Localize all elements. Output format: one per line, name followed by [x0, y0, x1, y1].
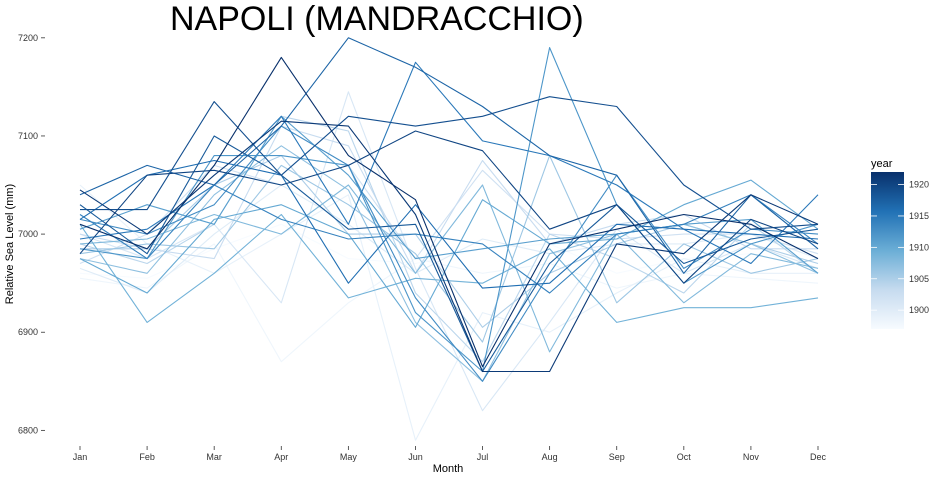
series-line-1913 [79, 125, 819, 382]
series-line-1904 [79, 115, 819, 363]
legend-tick-label: 1920 [909, 180, 929, 190]
series-line-1903 [79, 125, 818, 274]
x-tick-label: Jul [477, 452, 489, 462]
series-line-1915 [79, 61, 819, 265]
series-line-1909 [79, 213, 819, 323]
series-line-1906 [79, 155, 819, 343]
y-tick-label: 6900 [18, 327, 38, 337]
series-lines [79, 37, 819, 441]
y-tick-label: 7200 [18, 33, 38, 43]
legend-tick-label: 1900 [909, 305, 929, 315]
series-line-1919 [80, 96, 819, 230]
y-tick-label: 7000 [18, 229, 38, 239]
legend-tick-label: 1915 [909, 211, 929, 221]
series-line-1908 [79, 184, 819, 353]
y-axis-title: Relative Sea Level (mm) [4, 184, 16, 304]
series-line-1921 [79, 120, 819, 373]
series-line-1918 [79, 135, 819, 373]
legend-colorbar [871, 172, 904, 329]
x-tick-label: Feb [139, 452, 155, 462]
x-tick-label: Mar [206, 452, 222, 462]
x-tick-label: Jun [408, 452, 423, 462]
series-line-1898 [79, 243, 819, 363]
series-line-1917 [79, 37, 819, 274]
x-tick-label: Oct [677, 452, 692, 462]
series-line-1916 [79, 159, 819, 289]
x-tick-label: Aug [542, 452, 558, 462]
x-tick-label: May [340, 452, 358, 462]
series-line-1907 [79, 145, 819, 382]
x-tick-label: Apr [274, 452, 288, 462]
series-line-1900 [79, 184, 819, 294]
x-tick-label: Jan [73, 452, 88, 462]
series-line-1922 [79, 56, 819, 368]
legend-tick-label: 1905 [909, 274, 929, 284]
x-tick-label: Dec [810, 452, 827, 462]
series-line-1911 [79, 115, 819, 274]
chart-title: NAPOLI (MANDRACCHIO) [170, 0, 584, 38]
x-tick-label: Sep [609, 452, 625, 462]
legend-ticks: 1900 1905 1910 1915 1920 [871, 180, 929, 315]
legend-tick-label: 1910 [909, 242, 929, 252]
series-line-1920 [79, 130, 819, 284]
x-axis: Jan Feb Mar Apr May Jun Jul Aug Sep Oct Nov Dec [73, 446, 827, 462]
x-tick-label: Nov [743, 452, 760, 462]
y-tick-label: 6800 [18, 425, 38, 435]
y-axis: 6800 6900 7000 7100 7200 [18, 33, 45, 435]
color-legend: year 1900 1905 1910 1915 1920 [871, 158, 929, 329]
x-axis-title: Month [433, 463, 464, 475]
series-line-1912 [79, 47, 819, 373]
series-line-1910 [79, 179, 819, 328]
legend-title: year [871, 158, 893, 170]
y-tick-label: 7100 [18, 131, 38, 141]
series-line-1914 [79, 184, 819, 294]
series-line-1902 [79, 164, 819, 265]
